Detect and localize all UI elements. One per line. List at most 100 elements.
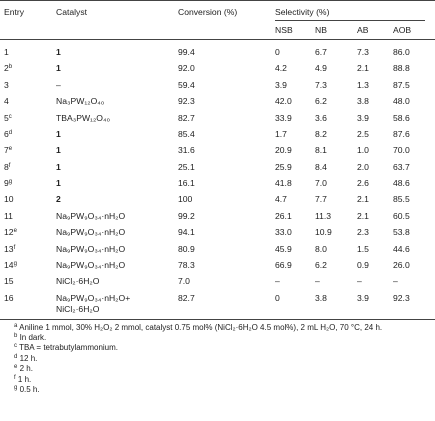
value-cell: 31.6	[178, 145, 195, 156]
value-cell: 41.8	[275, 178, 292, 188]
value-cell: 94.1	[178, 227, 195, 238]
catalyst: 1	[56, 128, 61, 139]
footnote-mark: g	[8, 179, 13, 185]
footnote-text: 2 h.	[19, 364, 33, 374]
value-cell: 6.7	[315, 47, 327, 57]
value-cell: 2.1	[357, 63, 369, 74]
value-cell: 4.2	[275, 63, 287, 74]
entry-cell: 5c	[0, 110, 52, 126]
value-cell: 33.0	[275, 227, 292, 238]
catalyst: 1	[56, 63, 61, 74]
footnote-text: 1 h.	[17, 374, 32, 384]
footnote-mark: c	[14, 343, 17, 350]
value-cell: 42.0	[275, 96, 292, 107]
entry: 13	[4, 243, 14, 254]
table-row: 15 NiCl₂·6H₂O 7.0 – – – –	[0, 274, 435, 290]
value-cell: 92.0	[178, 63, 195, 74]
value-cell: –	[357, 276, 362, 287]
value-cell: 2.3	[357, 227, 369, 238]
table-row: 12e Na₉PW₉O₃₄·nH₂O 94.1 33.0 10.9 2.3 53.8	[0, 224, 435, 240]
value-cell: 8.2	[315, 128, 327, 139]
value-cell: 2.6	[357, 178, 369, 188]
value-cell: –	[393, 276, 398, 287]
value-cell: 80.9	[178, 243, 195, 254]
entry-cell: 4	[0, 93, 52, 109]
value-cell: 6.2	[315, 259, 327, 270]
value-cell: 3.9	[357, 292, 369, 303]
value-cell: 7.0	[178, 276, 190, 287]
catalyst: Na₉PW₉O₃₄·nH₂O	[56, 259, 126, 270]
entry: 3	[4, 79, 9, 90]
catalyst: Na₉PW₉O₃₄·nH₂O+ NiCl₂·6H₂O	[56, 292, 131, 314]
footnotes: a Aniline 1 mmol, 30% H₂O₂ 2 mmol, catal…	[0, 320, 435, 396]
entry-cell: 9g	[0, 175, 52, 191]
value-cell: 82.7	[178, 292, 195, 303]
value-cell: 99.4	[178, 47, 195, 57]
entry: 12	[4, 227, 14, 238]
entry: 16	[4, 292, 14, 303]
header-sub: AB	[353, 21, 389, 40]
header-selectivity: Selectivity (%)	[275, 7, 425, 21]
entry: 11	[4, 210, 13, 221]
value-cell: –	[275, 276, 280, 287]
value-cell: –	[315, 276, 320, 287]
footnote-mark: a	[14, 322, 18, 329]
table-row: 9g 1 16.1 41.8 7.0 2.6 48.6	[0, 175, 435, 191]
value-cell: 2.1	[357, 194, 369, 205]
value-cell: 2.5	[357, 128, 369, 139]
value-cell: 87.5	[393, 79, 410, 90]
value-cell: 3.9	[357, 112, 369, 123]
value-cell: 7.7	[315, 194, 327, 205]
table-row: 5c TBA₃PW₁₂O₄₀ 82.7 33.9 3.6 3.9 58.6	[0, 110, 435, 126]
value-cell: 100	[178, 194, 193, 205]
value-cell: 88.8	[393, 63, 410, 74]
header-conversion: Conversion (%)	[178, 7, 238, 17]
value-cell: 70.0	[393, 145, 410, 156]
footnote-text: In dark.	[19, 333, 47, 343]
value-cell: 48.0	[393, 96, 410, 107]
table-row: 1 1 99.4 0 6.7 7.3 86.0	[0, 40, 435, 61]
value-cell: 33.9	[275, 112, 292, 123]
catalyst: TBA₃PW₁₂O₄₀	[56, 112, 111, 123]
footnote-mark: d	[8, 129, 13, 136]
entry-cell: 2b	[0, 61, 52, 77]
footnote-mark: g	[14, 385, 18, 392]
value-cell: 0	[275, 292, 280, 303]
value-cell: 99.2	[178, 210, 195, 221]
value-cell: 0.9	[357, 259, 369, 270]
value-cell: 0	[275, 47, 280, 57]
value-cell: 26.1	[275, 210, 292, 221]
catalyst: 1	[56, 47, 61, 57]
value-cell: 20.9	[275, 145, 292, 156]
table-row: 3 – 59.4 3.9 7.3 1.3 87.5	[0, 77, 435, 93]
entry: 5	[4, 112, 9, 123]
table-row: 2b 1 92.0 4.2 4.9 2.1 88.8	[0, 61, 435, 77]
table-row: 11 Na₉PW₉O₃₄·nH₂O 99.2 26.1 11.3 2.1 60.5	[0, 208, 435, 224]
catalyst: 1	[56, 178, 61, 188]
footnote-mark: f	[13, 244, 16, 251]
footnote-mark: g	[13, 260, 17, 267]
entry-cell: 16	[0, 290, 52, 319]
value-cell: 82.7	[178, 112, 195, 123]
footnote: b In dark.	[4, 333, 431, 343]
table-row: 7e 1 31.6 20.9 8.1 1.0 70.0	[0, 143, 435, 159]
value-cell: 25.9	[275, 161, 292, 172]
value-cell: 2.0	[357, 161, 369, 172]
value-cell: 11.3	[315, 210, 332, 221]
value-cell: 3.8	[357, 96, 369, 107]
entry: 2	[4, 63, 9, 74]
entry-cell: 7e	[0, 143, 52, 159]
value-cell: 10.9	[315, 227, 332, 238]
value-cell: 48.6	[393, 178, 410, 188]
catalyst: 1	[56, 161, 61, 172]
value-cell: 7.3	[357, 47, 369, 57]
value-cell: 16.1	[178, 178, 195, 188]
entry-cell: 3	[0, 77, 52, 93]
table-row: 16 Na₉PW₉O₃₄·nH₂O+ NiCl₂·6H₂O 82.7 0 3.8 3.9 9…	[0, 290, 435, 319]
footnote: d 12 h.	[4, 354, 431, 364]
footnote-mark: c	[8, 113, 12, 120]
value-cell: 25.1	[178, 161, 195, 172]
entry: 4	[4, 96, 9, 107]
value-cell: 59.4	[178, 79, 195, 90]
